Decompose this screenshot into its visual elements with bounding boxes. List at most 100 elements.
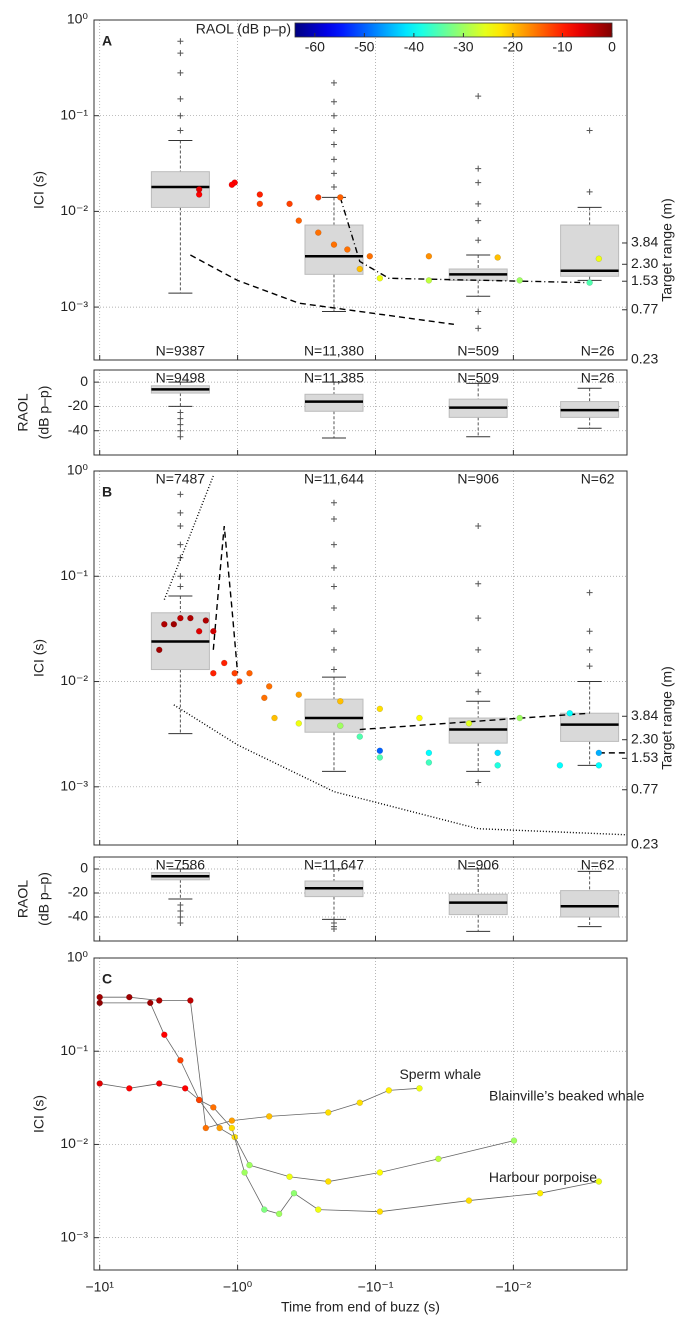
outlier (177, 433, 184, 440)
fit-line (339, 197, 590, 284)
track-point (256, 191, 264, 198)
fit-line (212, 525, 239, 674)
outlier (330, 141, 337, 148)
track-point (286, 1173, 293, 1180)
outlier (177, 554, 184, 561)
outlier (177, 127, 184, 134)
outlier (177, 509, 184, 516)
outlier (330, 170, 337, 177)
y-tick-label: 0 (80, 860, 88, 876)
colorbar-tick-label: -50 (354, 39, 374, 55)
n-label: N=9387 (156, 343, 206, 359)
y2-axis-label: Target range (m) (659, 198, 675, 301)
outlier (475, 523, 482, 530)
fit-line (173, 704, 628, 836)
track-point (195, 186, 203, 193)
n-label: N=9498 (156, 370, 206, 386)
y-axis-label: ICI (s) (31, 639, 47, 677)
outlier (586, 589, 593, 596)
outlier (177, 902, 184, 908)
outlier (177, 908, 184, 914)
outlier (177, 50, 184, 57)
y-axis-label: (dB p–p) (36, 872, 52, 926)
colorbar-tick-label: -60 (305, 39, 325, 55)
y2-tick-label: 1.53 (631, 749, 658, 765)
fit-line (163, 475, 214, 600)
colorbar-tick-label: -10 (552, 39, 572, 55)
y-tick-label: -40 (68, 908, 88, 924)
outlier (330, 79, 337, 86)
outlier (330, 112, 337, 119)
y-tick-label: 10⁻¹ (60, 106, 88, 122)
track-point (147, 999, 154, 1007)
track-point (376, 705, 384, 713)
panel: 0 -20 -40 RAOL (dB p–p) N=7586 N=11,647 N=906 N=… (15, 856, 628, 942)
track-point (210, 670, 217, 677)
track-point (356, 265, 363, 273)
track-point (376, 754, 384, 761)
plot-frame (93, 470, 628, 846)
y-axis-label: ICI (s) (31, 171, 47, 209)
track-point (195, 628, 203, 635)
outlier (177, 415, 184, 422)
series-label: Sperm whale (399, 1066, 481, 1082)
outlier (475, 646, 482, 653)
outlier (330, 628, 337, 635)
track-line (99, 1002, 515, 1182)
n-label: N=11,385 (304, 370, 364, 386)
outlier (177, 523, 184, 530)
track-point (126, 1085, 133, 1092)
track-point (536, 1189, 544, 1197)
fit-line (359, 712, 590, 731)
track-point (516, 714, 523, 722)
track-point (290, 1189, 298, 1197)
track-point (337, 722, 344, 729)
track-point (181, 1085, 189, 1092)
track-point (246, 670, 253, 677)
y2-tick-label: 3.84 (631, 234, 658, 250)
track-point (96, 993, 103, 1001)
track-point (216, 1124, 223, 1132)
outlier (330, 183, 337, 190)
outlier (177, 421, 184, 428)
track-point (385, 1087, 393, 1094)
n-label: N=906 (457, 471, 499, 487)
track-point (330, 241, 338, 248)
series-label: Harbour porpoise (489, 1169, 597, 1185)
track-point (595, 1178, 603, 1185)
colorbar-label: RAOL (dB p–p) (196, 21, 291, 37)
y-axis-label: ICI (s) (31, 1095, 47, 1133)
track-point (356, 733, 363, 740)
track-point (376, 1169, 384, 1176)
track-point (376, 1208, 384, 1215)
outlier (177, 914, 184, 920)
track-point (510, 1137, 518, 1144)
track-point (261, 1206, 268, 1213)
track-point (325, 1109, 332, 1116)
track-point (256, 200, 264, 208)
colorbar-tick-label: -30 (453, 39, 473, 55)
y-tick-label: 10⁻¹ (60, 1042, 88, 1058)
box (304, 698, 364, 733)
y2-tick-label: 2.30 (631, 730, 658, 746)
plot-frame (93, 957, 628, 1271)
y-tick-label: 10⁻³ (60, 1228, 88, 1244)
n-label: N=62 (581, 857, 615, 873)
track-point (265, 1113, 273, 1120)
outlier (330, 541, 337, 548)
y-axis-label: RAOL (15, 880, 31, 918)
track-point (376, 747, 384, 754)
track-point (96, 999, 103, 1007)
track-point (261, 694, 268, 702)
box (448, 893, 508, 916)
track-point (187, 614, 194, 622)
track-line (99, 1083, 599, 1215)
plot-frame (93, 19, 628, 361)
n-label: N=906 (457, 857, 499, 873)
outlier (586, 646, 593, 653)
track-point (156, 1080, 163, 1087)
track-point (236, 678, 243, 685)
track-point (246, 1161, 253, 1169)
outlier (586, 628, 593, 635)
track-point (210, 1104, 217, 1111)
